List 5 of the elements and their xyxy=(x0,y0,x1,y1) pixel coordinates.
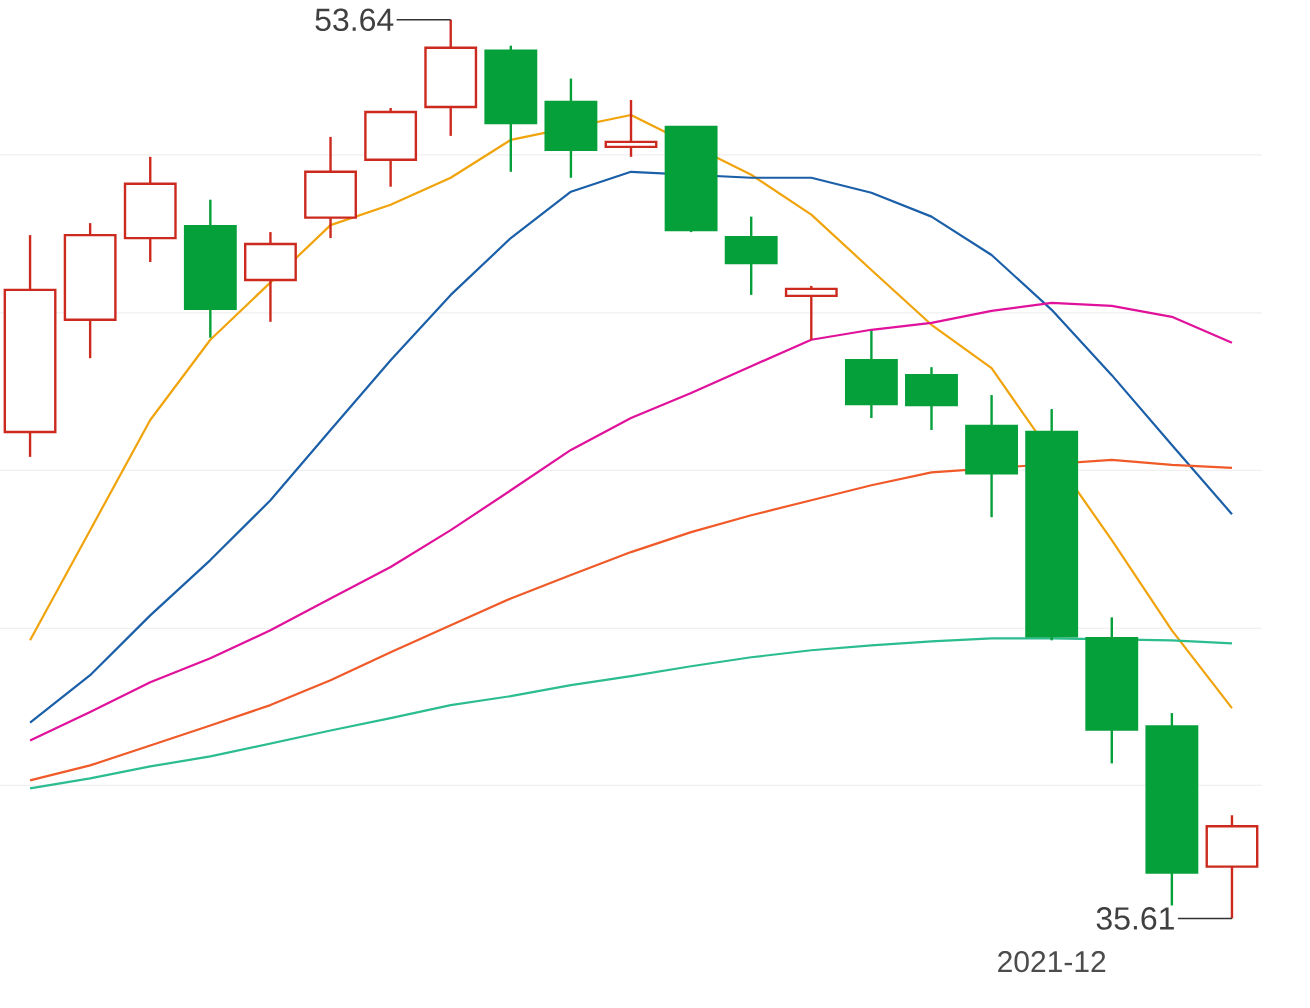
annotation: 53.64 xyxy=(315,8,394,32)
candlestick xyxy=(784,284,838,341)
x-tick-label: 2021-12 xyxy=(998,951,1106,973)
annotation: 35.61 xyxy=(1096,907,1174,930)
candlestick xyxy=(604,98,658,159)
